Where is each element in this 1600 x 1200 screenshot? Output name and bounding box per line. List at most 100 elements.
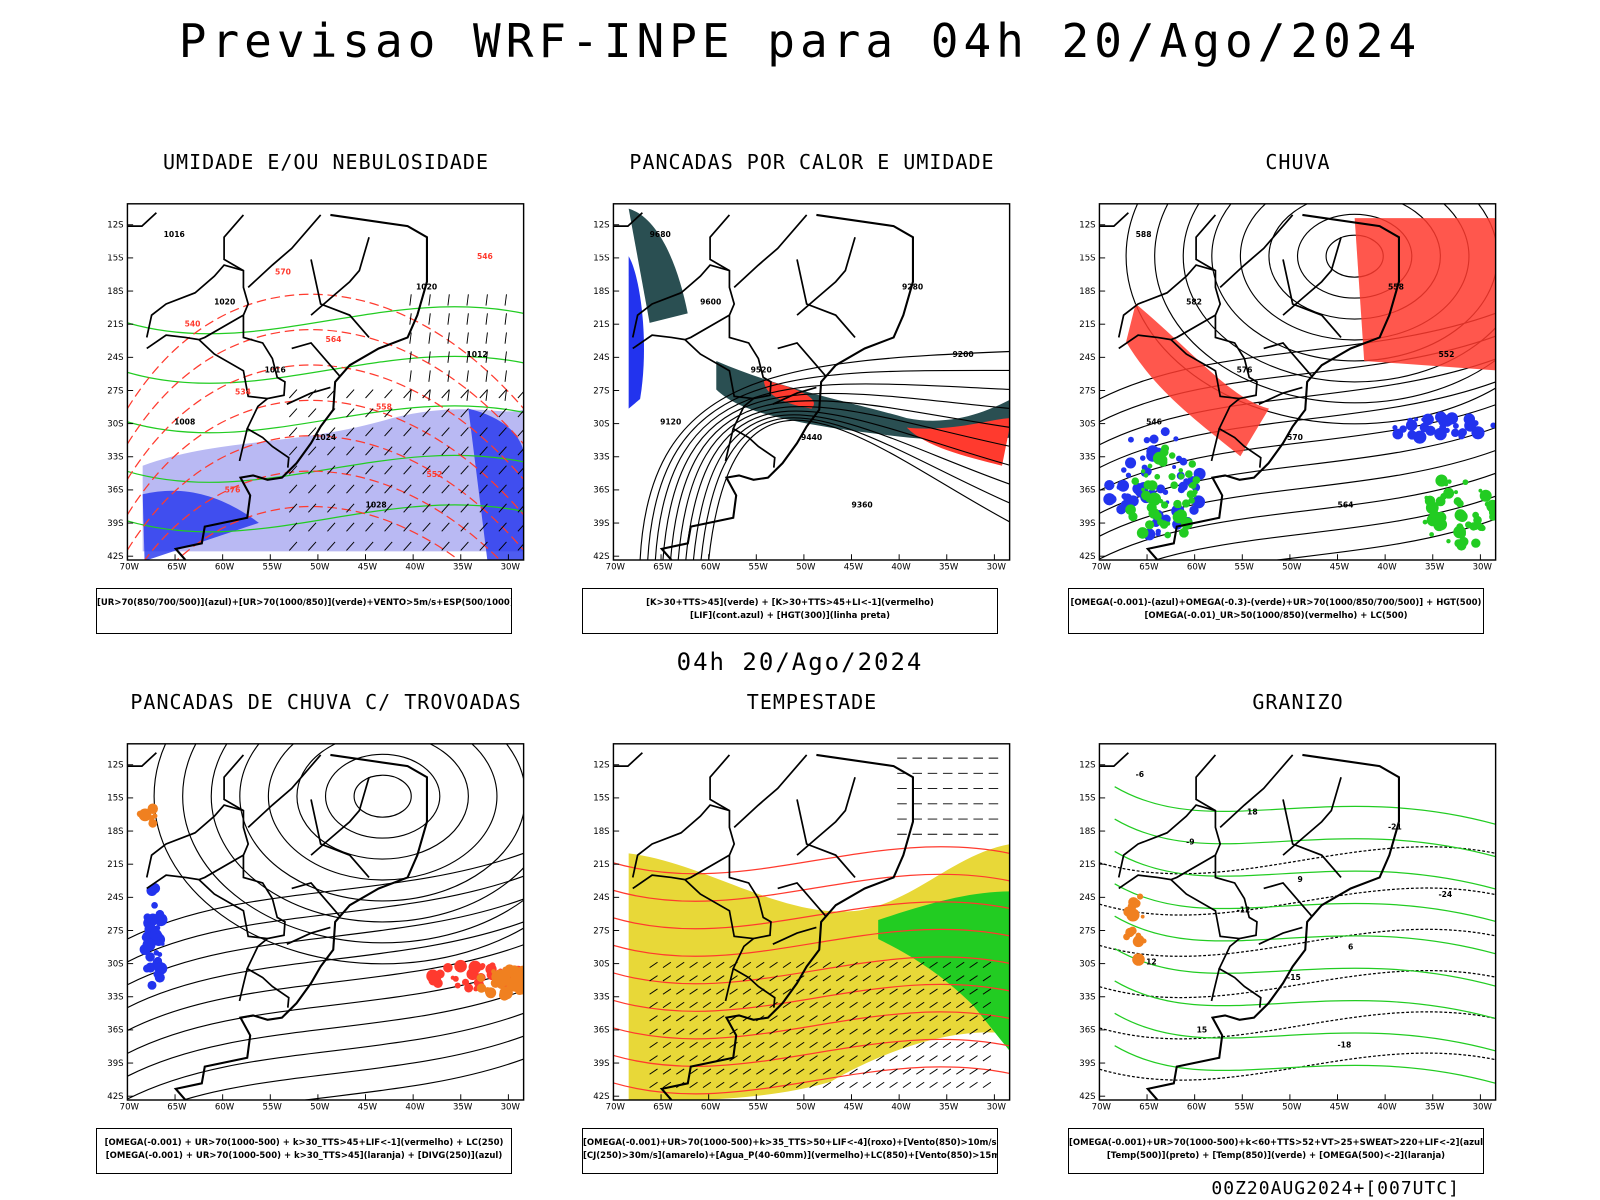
wind-vector — [862, 1068, 872, 1075]
wind-vector — [822, 1081, 832, 1089]
wind-vector — [969, 1055, 978, 1062]
panel-title: UMIDADE E/OU NEBULOSIDADE — [162, 150, 490, 174]
wind-vector — [782, 961, 792, 969]
wind-vector — [836, 961, 845, 969]
rain-blob — [1121, 467, 1127, 473]
rain-blob — [1471, 426, 1485, 440]
contour-line-4 — [613, 956, 1010, 985]
wind-vector — [756, 1028, 765, 1035]
wind-vector — [498, 541, 507, 551]
wind-vector — [498, 522, 507, 532]
contour-label: 9280 — [902, 283, 923, 292]
wind-vector — [889, 1015, 898, 1022]
wind-vector — [422, 427, 431, 437]
storm-blob — [456, 965, 462, 972]
wind-vector — [689, 988, 698, 995]
wind-vector — [447, 313, 450, 325]
wind-vector — [782, 1028, 792, 1035]
wind-vector — [796, 961, 805, 969]
streamline-4 — [1211, 203, 1496, 362]
wind-vector — [346, 408, 355, 418]
rain-blob — [1141, 464, 1148, 471]
coastline — [173, 213, 428, 560]
contour-label: 588 — [1136, 230, 1152, 239]
wind-vector — [346, 446, 355, 456]
wind-vector — [662, 1068, 672, 1075]
lon-tick-label: 45W — [358, 563, 378, 573]
wind-vector — [498, 389, 507, 399]
wind-vector — [676, 988, 685, 995]
rain-blob — [1433, 519, 1445, 532]
contour-line-1 — [1099, 887, 1496, 916]
lat-tick-label: 12S — [593, 761, 609, 771]
wind-vector — [956, 975, 965, 982]
border-line — [238, 968, 249, 1002]
contour-line-2 — [127, 405, 524, 434]
coastline — [1145, 213, 1400, 560]
wind-vector — [902, 1001, 912, 1009]
wind-vector — [822, 1001, 832, 1009]
wind-vector — [498, 484, 507, 494]
border-line — [796, 776, 856, 856]
border-line — [772, 386, 817, 405]
height-contour-9 — [708, 419, 1010, 560]
wind-vector — [384, 484, 393, 494]
lon-tick-label: 60W — [701, 563, 721, 573]
wind-vector — [969, 1001, 978, 1009]
lon-tick-label: 70W — [606, 563, 626, 573]
wind-vector — [782, 1001, 792, 1009]
rain-blob — [1179, 457, 1188, 466]
lon-tick-label: 40W — [891, 563, 911, 573]
rain-blob — [1178, 468, 1184, 473]
legend-line: [K>30+TTS>45](verde) + [K>30+TTS>45+LI<-… — [646, 598, 934, 608]
wind-vector — [662, 988, 672, 995]
legend-line: [CJ(250)>30m/s](amarelo)+[Agua_P(40-60mm… — [583, 1151, 997, 1161]
lat-tick-label: 39S — [593, 519, 609, 529]
lon-tick-label: 50W — [1282, 563, 1302, 573]
wind-vector — [365, 465, 374, 475]
wind-vector — [769, 988, 778, 995]
coastline — [659, 213, 914, 560]
wind-vector — [702, 988, 712, 995]
panel-title: CHUVA — [1265, 150, 1331, 174]
wind-vector — [479, 446, 488, 456]
wind-vector — [466, 351, 469, 363]
wind-vector — [460, 408, 469, 418]
wind-vector — [504, 370, 507, 382]
border-line — [1210, 968, 1221, 1002]
wind-vector — [485, 389, 488, 401]
wind-vector — [702, 1081, 712, 1089]
omega-blob — [1132, 953, 1145, 966]
wind-vector — [689, 1041, 698, 1049]
wind-vector — [782, 1015, 792, 1022]
wind-vector — [982, 1081, 992, 1089]
wind-vector — [441, 389, 450, 399]
border-line — [1117, 264, 1216, 338]
rain-blob — [1429, 532, 1434, 537]
wind-vector — [479, 465, 488, 475]
map-fields — [127, 743, 524, 1100]
wind-vector — [836, 1028, 845, 1035]
border-line — [310, 236, 370, 316]
contour-line-5 — [1099, 1052, 1496, 1081]
wind-vector — [327, 446, 336, 456]
lon-tick-label: 30W — [501, 1103, 521, 1113]
divergence-dot — [145, 952, 155, 962]
border-line — [733, 214, 808, 288]
wind-vector — [969, 1028, 978, 1035]
rain-blob — [1192, 495, 1206, 509]
map-frame — [1098, 203, 1497, 561]
lat-tick-label: 30S — [107, 959, 123, 969]
wind-vector — [916, 1081, 925, 1089]
wind-vector — [346, 541, 355, 551]
wind-vector — [796, 1055, 805, 1062]
rain-blob — [1162, 489, 1169, 495]
rain-blob — [1424, 495, 1436, 507]
streamline-6 — [182, 743, 524, 944]
wind-vector — [716, 1041, 725, 1049]
wind-vector — [485, 332, 488, 344]
contour-label: 546 — [1146, 418, 1162, 427]
lat-tick-label: 27S — [107, 926, 123, 936]
rain-blob — [1188, 460, 1196, 468]
wind-vector — [756, 1081, 765, 1089]
